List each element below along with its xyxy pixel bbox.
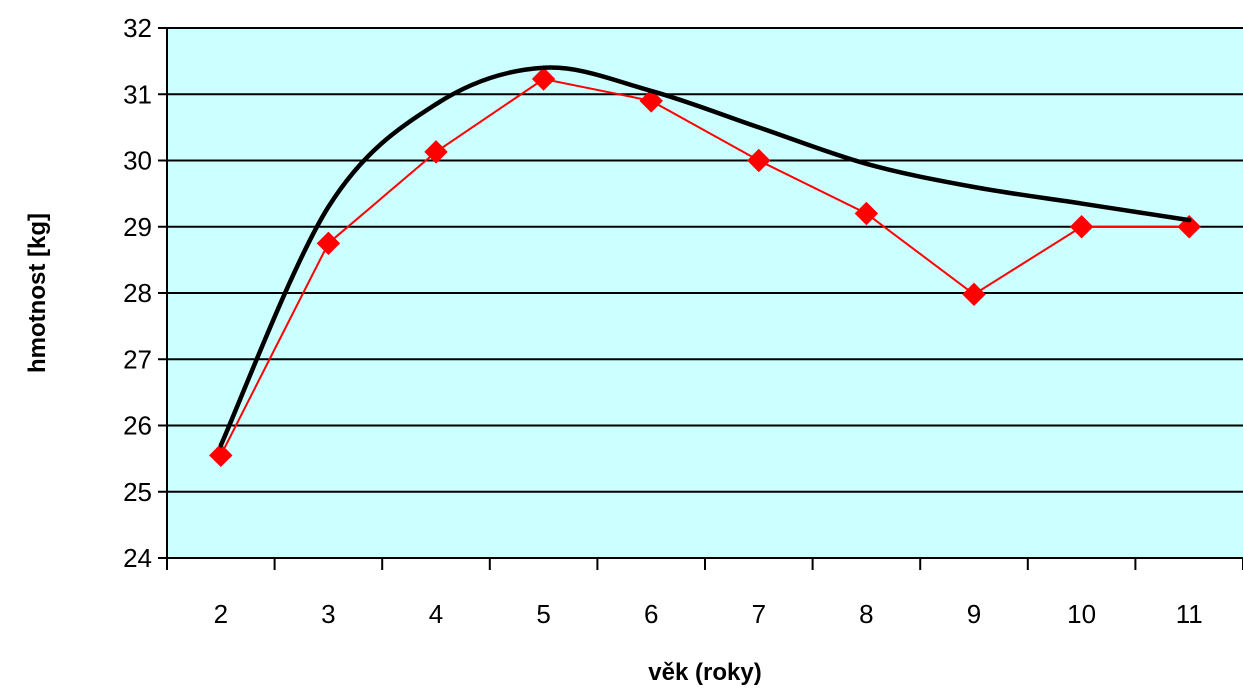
y-tick-label: 27 <box>123 344 152 374</box>
x-tick-label: 10 <box>1067 599 1096 629</box>
data-point-marker <box>316 231 341 256</box>
y-axis-title: hmotnost [kg] <box>24 213 51 373</box>
y-tick-label: 24 <box>123 543 152 573</box>
data-point-marker <box>747 148 771 173</box>
y-tick-label: 31 <box>123 79 152 109</box>
series-group <box>209 65 1201 468</box>
x-tick-label: 6 <box>644 599 658 629</box>
data-point-marker <box>424 140 448 164</box>
data-line <box>219 77 1190 456</box>
y-tick-label: 25 <box>123 477 152 507</box>
data-point-marker <box>854 201 879 226</box>
data-point-marker <box>209 443 233 468</box>
x-tick-label: 5 <box>536 599 550 629</box>
y-tick-labels: 24 25 26 27 28 29 30 31 32 <box>123 13 152 573</box>
x-tick-label: 4 <box>429 599 443 629</box>
y-tick-label: 32 <box>123 13 152 43</box>
x-axis-title: věk (roky) <box>648 659 761 686</box>
x-tick-label: 2 <box>214 599 228 629</box>
data-point-marker <box>639 89 663 113</box>
x-tick-label: 7 <box>752 599 766 629</box>
trend-curve <box>218 65 1192 448</box>
x-tick-label: 8 <box>859 599 873 629</box>
axes <box>158 27 1243 570</box>
x-tick-label: 11 <box>1176 599 1203 629</box>
gridlines <box>167 27 1243 493</box>
y-tick-label: 29 <box>123 212 152 242</box>
y-tick-label: 30 <box>123 146 152 176</box>
data-point-marker <box>962 282 986 307</box>
x-tick-labels: 2 3 4 5 6 7 8 9 10 11 <box>214 599 1203 629</box>
x-tick-label: 9 <box>967 599 981 629</box>
x-tick-label: 3 <box>321 599 335 629</box>
y-tick-label: 26 <box>123 411 152 441</box>
data-point-marker <box>531 67 556 91</box>
data-point-marker <box>1069 215 1094 239</box>
y-tick-label: 28 <box>123 278 152 308</box>
